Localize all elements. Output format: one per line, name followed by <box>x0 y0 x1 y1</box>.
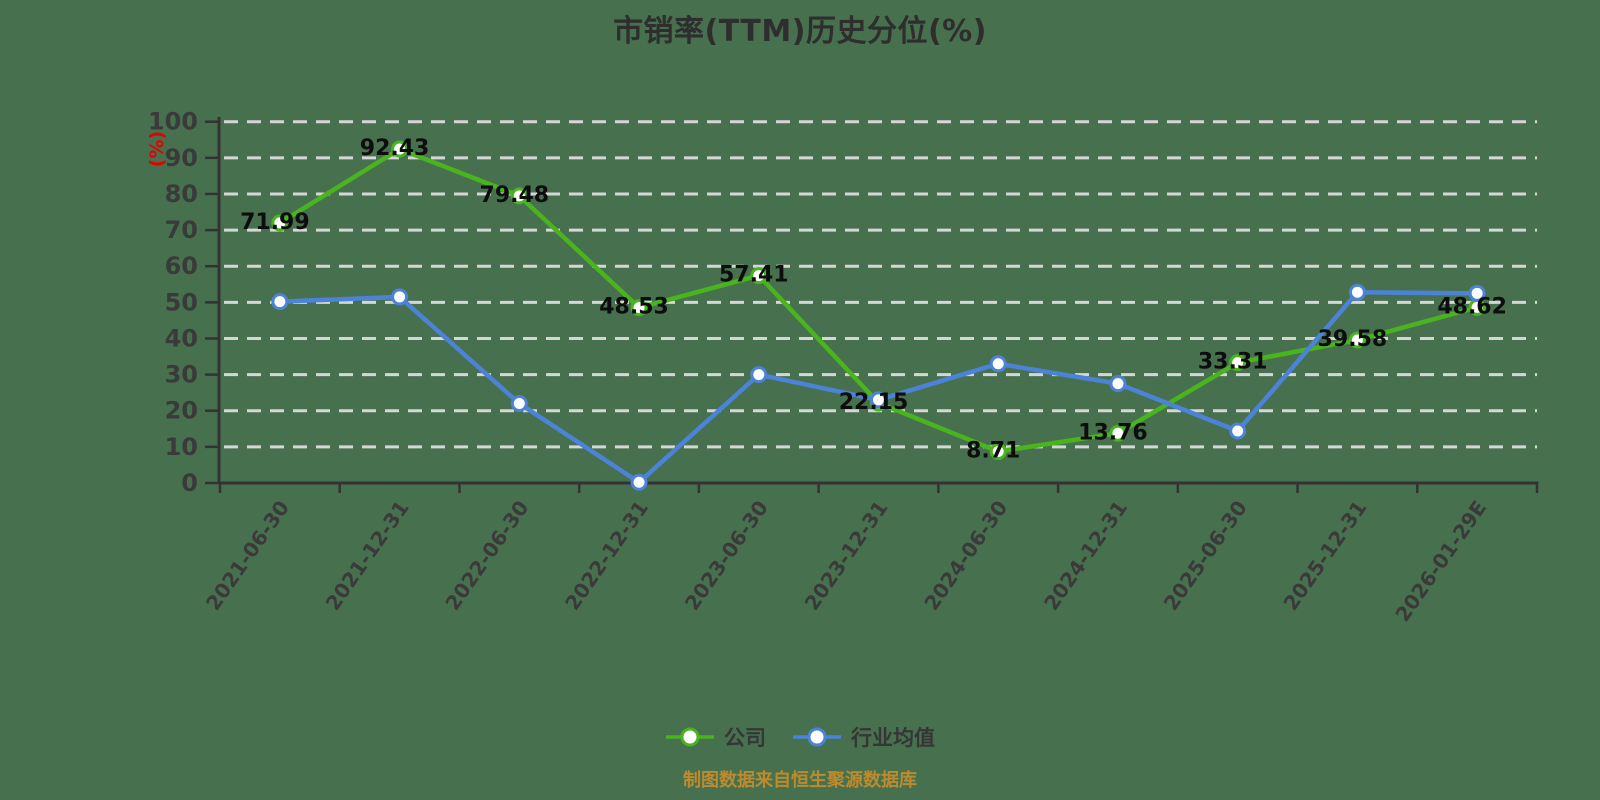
y-axis-tick-label: 0 <box>181 469 198 497</box>
data-point-marker-company <box>750 267 768 285</box>
data-point-label: 48.62 <box>1437 294 1507 319</box>
data-point-marker-industry-average <box>1468 284 1486 302</box>
data-point-marker-industry-average <box>510 395 528 413</box>
data-point-marker-industry-average <box>989 355 1007 373</box>
legend-item-company[interactable]: 公司 <box>665 722 766 752</box>
legend-marker-company-icon <box>666 727 714 747</box>
data-point-marker-industry-average <box>1348 283 1366 301</box>
data-point-marker-company <box>1348 331 1366 349</box>
chart-title: 市销率(TTM)历史分位(%) <box>613 14 987 49</box>
data-point-marker-industry-average <box>391 288 409 306</box>
data-point-marker-industry-average <box>1109 375 1127 393</box>
x-axis-tick-label: 2024-12-31 <box>1039 496 1132 615</box>
legend-item-industry-average[interactable]: 行业均值 <box>792 722 935 752</box>
data-point-marker-company <box>1109 424 1127 442</box>
data-point-marker-industry-average <box>271 293 289 311</box>
data-point-marker-industry-average <box>1229 422 1247 440</box>
x-axis-tick-label: 2025-12-31 <box>1278 496 1371 615</box>
x-axis-tick-label: 2024-06-30 <box>919 496 1012 615</box>
x-axis-tick-label: 2021-12-31 <box>321 496 414 615</box>
data-point-label: 79.48 <box>480 183 550 208</box>
y-axis-tick-label: 80 <box>165 180 198 208</box>
y-axis-tick-label: 70 <box>165 216 198 244</box>
y-axis-tick-label: 40 <box>165 324 198 352</box>
x-axis-tick-label: 2025-06-30 <box>1159 496 1252 615</box>
legend-label-industry-average: 行业均值 <box>851 726 935 750</box>
data-point-label: 92.43 <box>360 136 430 161</box>
data-point-label: 48.53 <box>599 295 669 320</box>
x-axis-tick-label: 2023-12-31 <box>800 496 893 615</box>
x-axis-tick-label: 2021-06-30 <box>201 496 294 615</box>
legend-marker-industry-icon <box>793 727 841 747</box>
y-axis-tick-label: 90 <box>165 144 198 172</box>
x-axis-tick-label: 2022-06-30 <box>440 496 533 615</box>
y-axis-tick-label: 10 <box>165 433 198 461</box>
y-axis-tick-label: 100 <box>148 108 198 136</box>
y-axis-tick-label: 30 <box>165 361 198 389</box>
data-point-label: 33.31 <box>1198 350 1268 375</box>
data-source-footer: 制图数据来自恒生聚源数据库 <box>683 770 917 791</box>
legend-label-company: 公司 <box>724 726 766 750</box>
x-axis-tick-label: 2026-01-29E <box>1390 496 1491 626</box>
data-point-marker-company <box>271 214 289 232</box>
y-axis-tick-label: 60 <box>165 252 198 280</box>
data-point-marker-company <box>391 140 409 158</box>
data-point-label: 13.76 <box>1078 420 1148 445</box>
data-point-label: 8.71 <box>966 439 1020 464</box>
data-point-marker-company <box>510 187 528 205</box>
chart-legend: 公司 行业均值 <box>0 722 1600 752</box>
data-point-marker-industry-average <box>870 391 887 409</box>
data-point-marker-company <box>1229 354 1247 372</box>
data-point-label: 39.58 <box>1318 327 1388 352</box>
data-point-marker-company <box>989 443 1007 461</box>
data-point-marker-industry-average <box>750 366 768 384</box>
data-point-marker-industry-average <box>630 473 648 491</box>
y-axis-tick-label: 20 <box>165 397 198 425</box>
y-axis-tick-label: 50 <box>165 288 198 316</box>
data-point-label: 71.99 <box>240 210 310 235</box>
x-axis-tick-label: 2022-12-31 <box>560 496 653 615</box>
series-line-industry-average <box>277 289 1480 485</box>
data-point-label: 22.15 <box>839 390 909 415</box>
x-axis-tick-label: 2023-06-30 <box>680 496 773 615</box>
data-point-label: 57.41 <box>719 263 789 288</box>
data-point-marker-company <box>630 299 648 317</box>
